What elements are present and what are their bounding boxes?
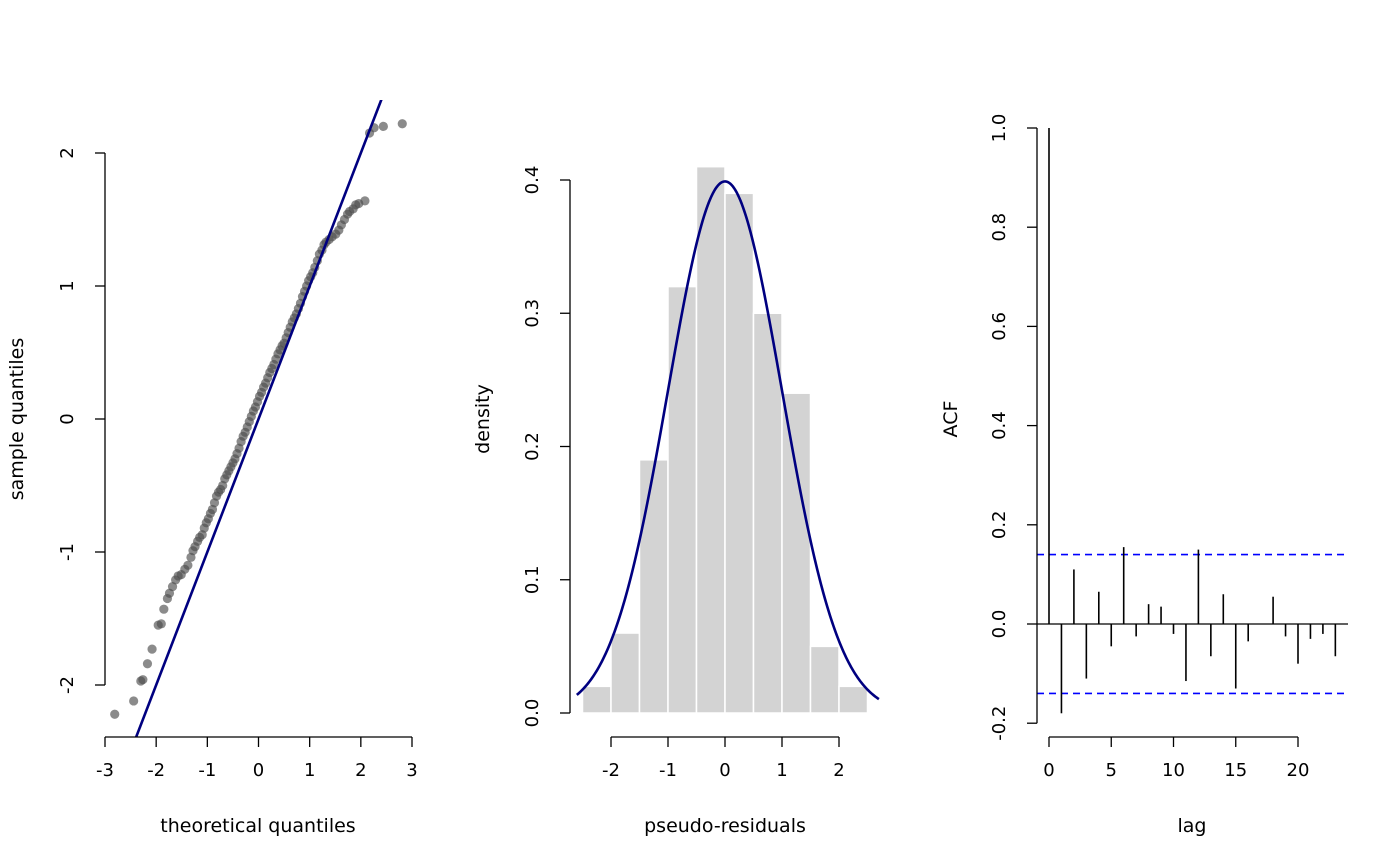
qq-y-tick-label: 2 [57,147,78,158]
hist-x-tick-label: 1 [776,760,787,781]
acf-x-axis-label: lag [1178,815,1207,837]
hist-x-tick-label: -1 [659,760,677,781]
hist-x-tick-label: 2 [833,760,844,781]
histogram-panel: -2 -1 0 1 2 0.0 0.1 0.2 0.3 0.4 pseudo-residuals de… [472,165,880,837]
hist-x-tick-label: -2 [602,760,620,781]
acf-sticks [1048,128,1337,714]
acf-x-tick-label: 10 [1162,760,1185,781]
qq-y-tick-label: 0 [57,413,78,424]
acf-x-tick-label: 15 [1224,760,1247,781]
qq-x-tick-label: -1 [198,760,216,781]
density-curve [575,180,880,701]
histogram-bar [724,192,755,714]
hist-x-axis-label: pseudo-residuals [644,815,806,837]
qq-reference-line [134,100,383,737]
acf-panel: 0 5 10 15 20 -0.2 0.0 0.2 0.4 0.6 0.8 1.0 lag ACF [940,114,1348,837]
acf-y-tick-label: 0.8 [989,213,1010,242]
acf-y-tick-label: 0.2 [989,510,1010,539]
qq-point [129,696,139,706]
qq-plot-panel: -3 -2 -1 0 1 2 3 -2 -1 0 1 2 theoretical quantiles sa… [6,100,418,837]
qq-x-tick-label: -2 [147,760,165,781]
acf-x-tick-label: 0 [1043,760,1054,781]
histogram-bar [581,685,612,714]
qq-x-tick-label: 0 [253,760,264,781]
histogram-bar [809,645,840,714]
qq-point [159,604,169,614]
qq-y-tick-label: -2 [57,676,78,694]
hist-y-tick-label: 0.1 [522,565,543,594]
acf-y-tick-label: 0.4 [989,411,1010,440]
qq-point [183,560,193,570]
histogram-bar [667,285,698,714]
acf-x-tick-label: 20 [1287,760,1310,781]
qq-point [110,709,120,719]
histogram-bar [752,312,783,714]
hist-x-tick-label: 0 [719,760,730,781]
qq-x-axis-label: theoretical quantiles [160,815,355,837]
histogram-bar [781,392,812,714]
acf-y-tick-label: 0.6 [989,312,1010,341]
acf-x-tick-label: 5 [1106,760,1117,781]
acf-y-axis-label: ACF [940,401,962,438]
qq-y-axis-label: sample quantiles [6,338,28,501]
histogram-bar [695,165,726,714]
qq-point [147,644,157,654]
qq-x-tick-label: 2 [355,760,366,781]
qq-x-tick-label: 3 [406,760,417,781]
qq-point [156,619,166,629]
hist-y-tick-label: 0.2 [522,432,543,461]
qq-x-tick-label: 1 [304,760,315,781]
histogram-bar [838,685,869,714]
hist-y-axis-label: density [472,384,494,454]
hist-y-tick-label: 0.3 [522,299,543,328]
qq-point [138,675,148,685]
acf-y-tick-label: -0.2 [989,706,1010,741]
hist-y-tick-label: 0.4 [522,166,543,195]
qq-point [360,196,370,206]
qq-y-tick-label: 1 [57,280,78,291]
acf-y-tick-label: 1.0 [989,114,1010,143]
histogram-bar [610,632,641,714]
qq-point [397,119,407,129]
qq-y-tick-label: -1 [57,543,78,561]
hist-y-tick-label: 0.0 [522,699,543,728]
histogram-bars [581,165,869,714]
acf-y-tick-label: 0.0 [989,610,1010,639]
histogram-bar [638,459,669,714]
qq-point [378,121,388,131]
qq-x-tick-label: -3 [96,760,114,781]
qq-point [142,659,153,669]
